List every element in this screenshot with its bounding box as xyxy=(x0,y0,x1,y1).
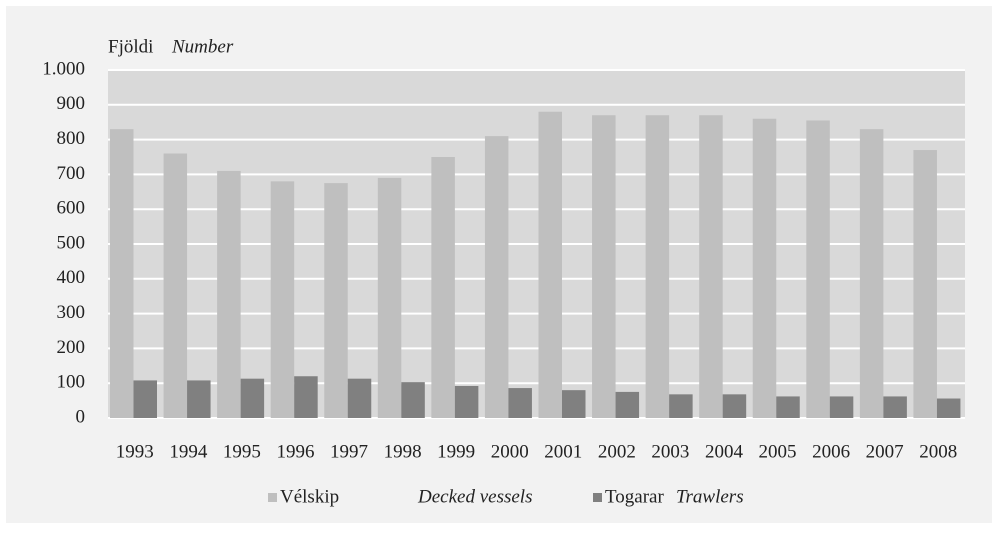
bar xyxy=(883,396,907,418)
bar xyxy=(776,396,800,418)
bar xyxy=(936,398,961,418)
x-tick-label: 1993 xyxy=(116,441,154,462)
x-tick-label: 2003 xyxy=(651,441,689,462)
y-tick-label: 800 xyxy=(57,128,86,149)
bar xyxy=(401,382,425,418)
x-tick-label: 2001 xyxy=(544,441,582,462)
x-tick-label: 2004 xyxy=(705,441,744,462)
bar xyxy=(615,391,640,418)
x-tick-label: 2005 xyxy=(759,441,797,462)
y-tick-label: 400 xyxy=(57,267,86,288)
bar xyxy=(562,390,586,418)
legend-label: Togarar xyxy=(605,486,664,507)
bar xyxy=(669,394,693,418)
y-axis-label-en: Number xyxy=(171,36,234,57)
y-tick-label: 500 xyxy=(57,232,86,253)
legend-swatch xyxy=(268,493,277,502)
legend-swatch xyxy=(593,493,602,502)
bar xyxy=(347,378,372,418)
bar xyxy=(592,115,616,419)
y-tick-label: 700 xyxy=(57,163,86,184)
x-tick-label: 2007 xyxy=(866,441,904,462)
bar xyxy=(163,153,188,418)
bar xyxy=(454,385,479,418)
bar xyxy=(722,394,747,418)
bar xyxy=(110,129,134,418)
bar xyxy=(431,157,455,418)
bar xyxy=(699,115,723,419)
y-tick-label: 100 xyxy=(57,372,86,393)
y-tick-label: 0 xyxy=(76,406,86,427)
bar xyxy=(484,136,509,418)
y-tick-label: 1.000 xyxy=(42,58,85,79)
legend-label-en: Decked vessels xyxy=(417,486,532,507)
x-tick-label: 1998 xyxy=(384,441,422,462)
bar xyxy=(324,183,348,418)
bar xyxy=(240,378,265,418)
y-tick-label: 900 xyxy=(57,93,86,114)
bar xyxy=(859,129,884,418)
bar xyxy=(829,396,854,418)
y-tick-label: 200 xyxy=(57,337,86,358)
bar xyxy=(752,118,777,418)
x-tick-label: 2008 xyxy=(919,441,957,462)
bar xyxy=(187,380,211,418)
x-tick-label: 1995 xyxy=(223,441,261,462)
x-tick-label: 1997 xyxy=(330,441,368,462)
bar xyxy=(508,388,532,418)
bar xyxy=(538,111,562,418)
bar xyxy=(377,177,402,418)
x-tick-label: 1994 xyxy=(169,441,208,462)
y-tick-label: 300 xyxy=(57,302,86,323)
bar xyxy=(645,115,670,419)
bar xyxy=(913,150,937,419)
x-tick-label: 2000 xyxy=(491,441,529,462)
y-axis-label: Fjöldi xyxy=(108,36,153,57)
bar xyxy=(270,181,295,418)
x-tick-label: 1996 xyxy=(276,441,314,462)
bar xyxy=(806,120,830,419)
legend-label: Vélskip xyxy=(280,486,339,507)
x-tick-label: 2006 xyxy=(812,441,850,462)
bar xyxy=(217,170,241,418)
x-tick-label: 2002 xyxy=(598,441,636,462)
legend-label-en: Trawlers xyxy=(676,486,744,507)
bar xyxy=(133,380,157,418)
bar xyxy=(294,376,318,418)
y-tick-label: 600 xyxy=(57,198,86,219)
x-tick-label: 1999 xyxy=(437,441,475,462)
